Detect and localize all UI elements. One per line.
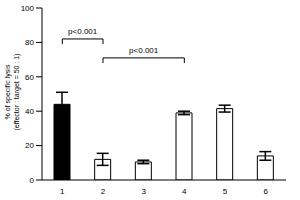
svg-text:20: 20: [25, 141, 34, 150]
svg-text:5: 5: [223, 187, 228, 196]
svg-text:p<0.001: p<0.001: [68, 27, 98, 36]
svg-text:1: 1: [60, 187, 65, 196]
svg-text:4: 4: [182, 187, 187, 196]
svg-text:0: 0: [30, 176, 35, 185]
svg-text:3: 3: [141, 187, 146, 196]
html-text:% of specific lysis: % of specific lysis: [4, 64, 11, 120]
svg-text:60: 60: [25, 73, 34, 82]
svg-text:2: 2: [101, 187, 106, 196]
svg-text:80: 80: [25, 38, 34, 47]
html-text:(effector : target = 50 : 1): (effector : target = 50 : 1): [13, 53, 20, 131]
svg-text:40: 40: [25, 107, 34, 116]
svg-text:100: 100: [21, 4, 35, 13]
svg-text:p<0.001: p<0.001: [129, 46, 159, 55]
svg-text:6: 6: [263, 187, 268, 196]
